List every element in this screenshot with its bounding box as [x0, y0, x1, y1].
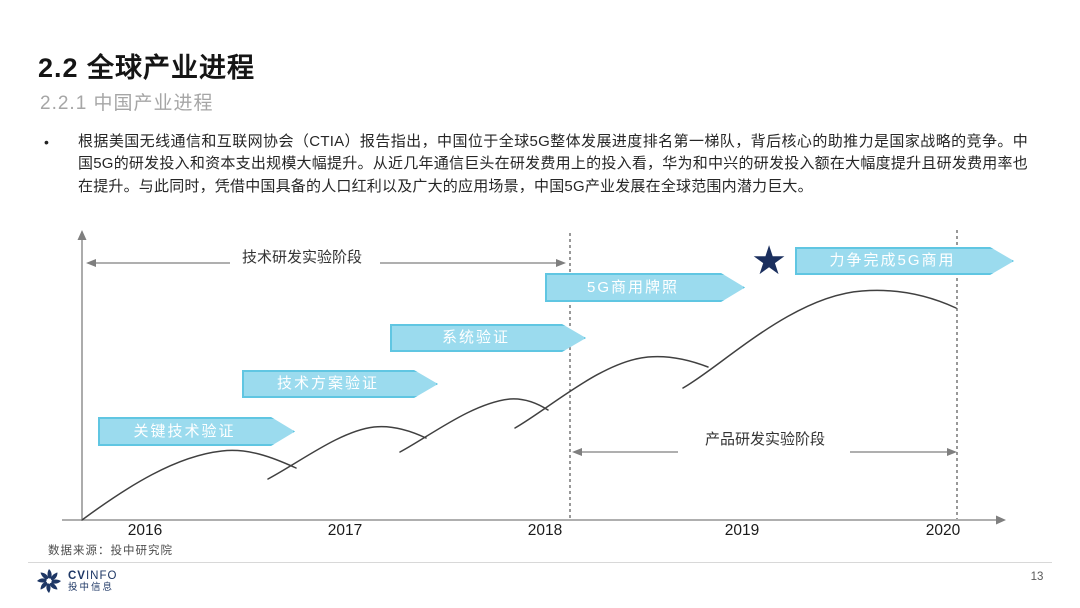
y-axis-arrowhead [77, 230, 87, 240]
milestone-5g-commercial: 力争完成5G商用 [795, 247, 1014, 275]
year-label-2016: 2016 [127, 522, 163, 539]
cvinfo-logo: CVINFO 投中信息 [36, 568, 117, 594]
bullet-paragraph: 根据美国无线通信和互联网协会（CTIA）报告指出，中国位于全球5G整体发展进度排… [78, 133, 1028, 195]
milestone-label: 5G商用牌照 [586, 279, 679, 296]
milestone-tech-scheme-validation: 技术方案验证 [242, 370, 438, 398]
logo-cv: CV [68, 569, 86, 582]
year-label-2019: 2019 [724, 522, 760, 539]
logo-info: INFO [85, 569, 118, 582]
milestone-system-validation: 系统验证 [390, 324, 586, 352]
x-axis-arrowhead [996, 515, 1006, 525]
axes [62, 238, 996, 521]
milestone-label: 关键技术验证 [133, 423, 236, 440]
footer-divider [28, 562, 1052, 563]
milestone-key-tech-validation: 关键技术验证 [98, 417, 295, 446]
year-label-2020: 2020 [925, 522, 961, 539]
page-number: 13 [1030, 571, 1044, 583]
phase-top-arrowhead-left [86, 259, 96, 267]
year-label-2017: 2017 [327, 522, 363, 539]
phase-top-arrowhead-right [556, 259, 566, 267]
milestone-label: 系统验证 [441, 329, 510, 346]
pinwheel-logo-icon [37, 569, 61, 593]
phase-bottom-arrowhead-right [947, 448, 957, 456]
data-source-note: 数据来源：投中研究院 [48, 545, 173, 557]
phase-bottom-label: 产品研发实验阶段 [704, 431, 825, 448]
phase-top-label: 技术研发实验阶段 [241, 249, 362, 266]
page-title: 2.2 全球产业进程 [38, 53, 256, 83]
star-icon: ★ [751, 239, 787, 283]
phase-bottom-arrowhead-left [572, 448, 582, 456]
logo-text-cn: 投中信息 [68, 581, 115, 593]
milestone-label: 技术方案验证 [276, 375, 379, 392]
bullet-marker: • [44, 134, 49, 150]
logo-text-en: CVINFO [68, 570, 117, 582]
year-label-2018: 2018 [527, 522, 563, 539]
page-subtitle: 2.2.1 中国产业进程 [40, 93, 214, 114]
milestone-label: 力争完成5G商用 [829, 252, 956, 269]
milestone-5g-licence: 5G商用牌照 [545, 273, 745, 302]
logo-wordmark: CVINFO 投中信息 [68, 570, 117, 593]
